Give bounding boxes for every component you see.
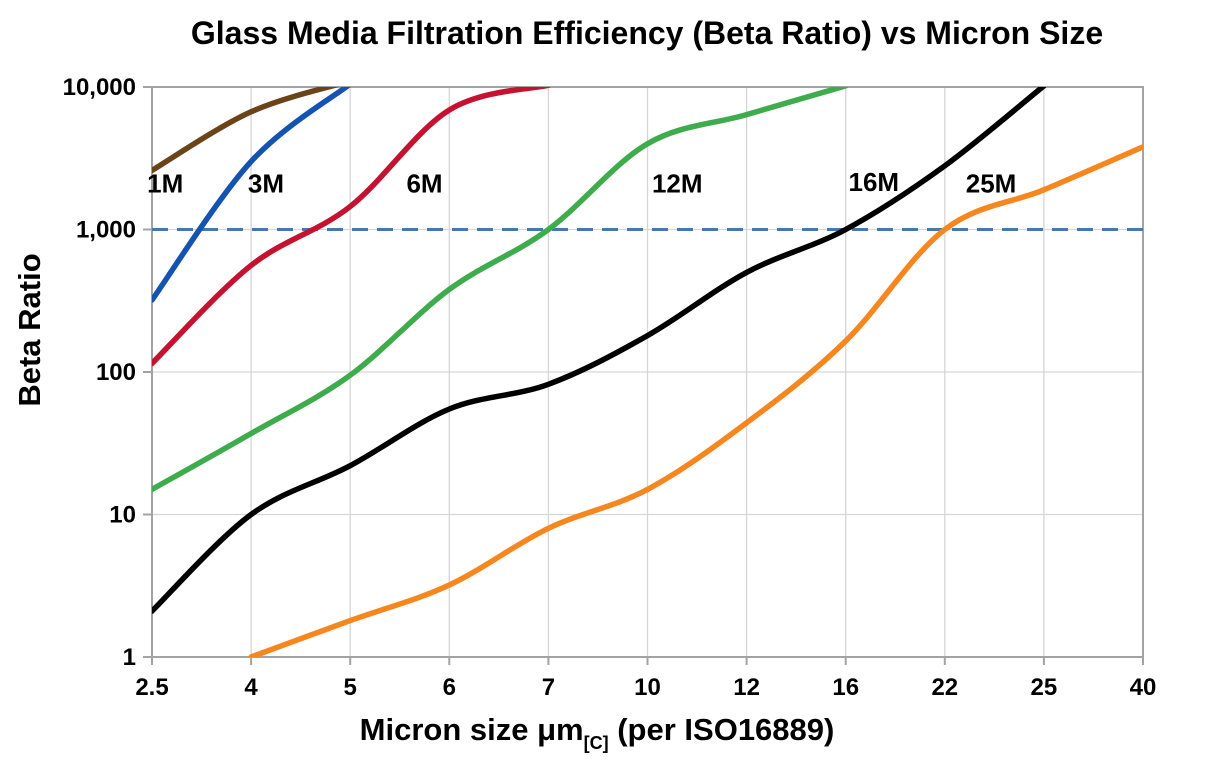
series-curve-12M (152, 87, 849, 493)
x-tick-label-25: 25 (1031, 674, 1058, 701)
x-tick-label-2.5: 2.5 (135, 674, 168, 701)
series-label-layer: 1M 3M 6M 12M 16M 25M (147, 167, 1016, 198)
x-axis-title-main: Micron size μm (360, 712, 584, 747)
series-curve-16M (152, 87, 1047, 614)
x-tick-label-22: 22 (931, 674, 958, 701)
x-tick-label-40: 40 (1130, 674, 1157, 701)
x-tick-label-6: 6 (443, 674, 456, 701)
series-label-1M: 1M (147, 169, 183, 199)
y-tick-label-100: 100 (96, 359, 136, 386)
x-axis-title-subscript: [C] (584, 733, 609, 753)
x-tick-label-16: 16 (832, 674, 859, 701)
y-tick-label-10000: 10,000 (63, 74, 136, 101)
y-tick-label-1: 1 (123, 644, 136, 671)
chart-title: Glass Media Filtration Efficiency (Beta … (191, 15, 1103, 51)
curve-layer (152, 87, 1143, 657)
series-label-12M: 12M (652, 169, 703, 199)
y-tick-label-10: 10 (109, 502, 136, 529)
x-tick-label-5: 5 (344, 674, 357, 701)
x-tick-label-10: 10 (634, 674, 661, 701)
series-curve-1M (152, 87, 340, 174)
series-label-3M: 3M (248, 169, 284, 199)
x-tick-label-4: 4 (244, 674, 258, 701)
series-curve-3M (152, 87, 351, 303)
y-axis-title: Beta Ratio (12, 253, 47, 406)
y-tick-label-1000: 1,000 (76, 217, 136, 244)
x-tick-label-7: 7 (542, 674, 555, 701)
series-label-6M: 6M (406, 169, 442, 199)
series-label-16M: 16M (848, 167, 899, 197)
x-tick-label-12: 12 (733, 674, 760, 701)
series-curve-25M (248, 144, 1143, 657)
x-axis-title-rest: (per ISO16889) (609, 712, 835, 747)
series-curve-6M (152, 87, 551, 367)
x-axis-title: Micron size μm[C] (per ISO16889) (360, 712, 835, 753)
axis-layer: 2.5 4 5 6 7 10 12 16 22 25 40 1 10 100 1,000 10,000 (63, 74, 1157, 701)
series-label-25M: 25M (966, 169, 1017, 199)
